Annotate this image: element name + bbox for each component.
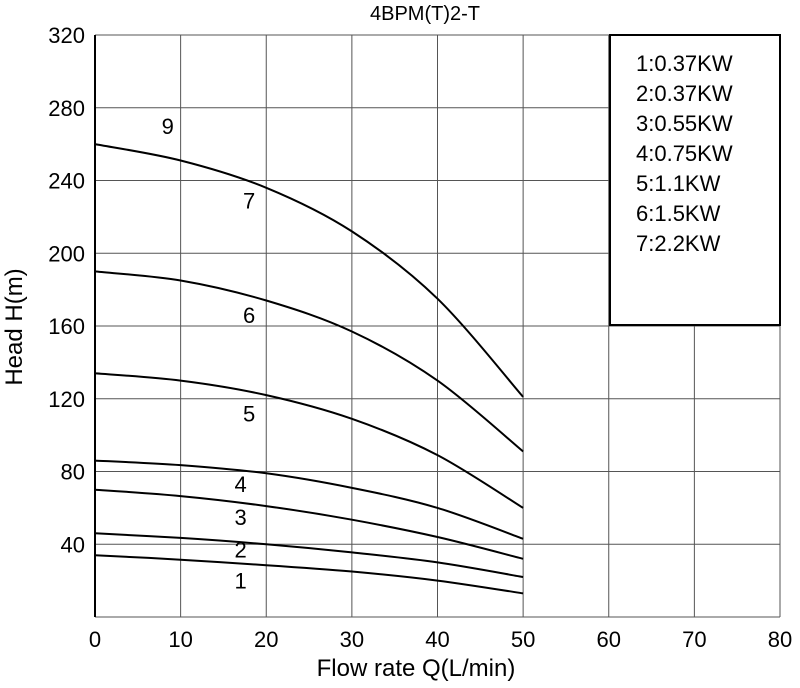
chart-title: 4BPM(T)2-T	[370, 3, 480, 25]
curve-3	[94, 488, 524, 560]
legend-entry: 6:1.5KW	[636, 201, 721, 226]
legend-entry: 1:0.37KW	[636, 51, 733, 76]
x-axis-title: Flow rate Q(L/min)	[317, 655, 516, 682]
curve-5	[94, 372, 524, 509]
curve-label-1: 1	[234, 569, 246, 594]
y-tick-label: 320	[48, 23, 85, 48]
curve-label-6: 6	[243, 303, 255, 328]
curves	[94, 143, 524, 595]
curve-label-7: 7	[243, 189, 255, 214]
x-tick-label: 20	[254, 627, 278, 652]
x-tick-label: 80	[768, 627, 792, 652]
curve-6	[94, 270, 524, 453]
curve-2	[94, 532, 524, 578]
y-tick-label: 240	[48, 169, 85, 194]
curve-1	[94, 554, 524, 595]
legend-box	[609, 34, 781, 326]
y-tick-label: 280	[48, 96, 85, 121]
y-tick-label: 80	[61, 460, 85, 485]
legend-entry: 4:0.75KW	[636, 141, 733, 166]
legend-entry: 5:1.1KW	[636, 171, 721, 196]
annotation-label: 9	[162, 114, 174, 139]
y-tick-label: 40	[61, 532, 85, 557]
y-tick-label: 160	[48, 314, 85, 339]
y-tick-label: 120	[48, 387, 85, 412]
x-tick-label: 40	[425, 627, 449, 652]
curve-label-3: 3	[234, 505, 246, 530]
x-tick-label: 50	[511, 627, 535, 652]
y-tick-label: 200	[48, 241, 85, 266]
curve-labels: 1 2 3 4 5 6 7 9	[162, 114, 256, 594]
curve-4	[94, 459, 524, 540]
curve-7	[94, 143, 524, 398]
x-tick-label: 60	[597, 627, 621, 652]
legend-entry: 3:0.55KW	[636, 111, 733, 136]
x-tick-label: 70	[682, 627, 706, 652]
y-axis-title: Head H(m)	[1, 268, 28, 385]
curve-label-2: 2	[234, 538, 246, 563]
x-tick-label: 0	[89, 627, 101, 652]
legend: 1:0.37KW 2:0.37KW 3:0.55KW 4:0.75KW 5:1.1KW 6…	[609, 34, 781, 326]
x-tick-label: 30	[340, 627, 364, 652]
legend-entry: 7:2.2KW	[636, 231, 721, 256]
curve-label-4: 4	[234, 472, 246, 497]
curve-label-5: 5	[243, 401, 255, 426]
tick-labels: 0 10 20 30 40 50 60 70 80 40 80 120 160 200 240 280 320	[48, 23, 792, 652]
legend-entry: 2:0.37KW	[636, 81, 733, 106]
x-tick-label: 10	[168, 627, 192, 652]
